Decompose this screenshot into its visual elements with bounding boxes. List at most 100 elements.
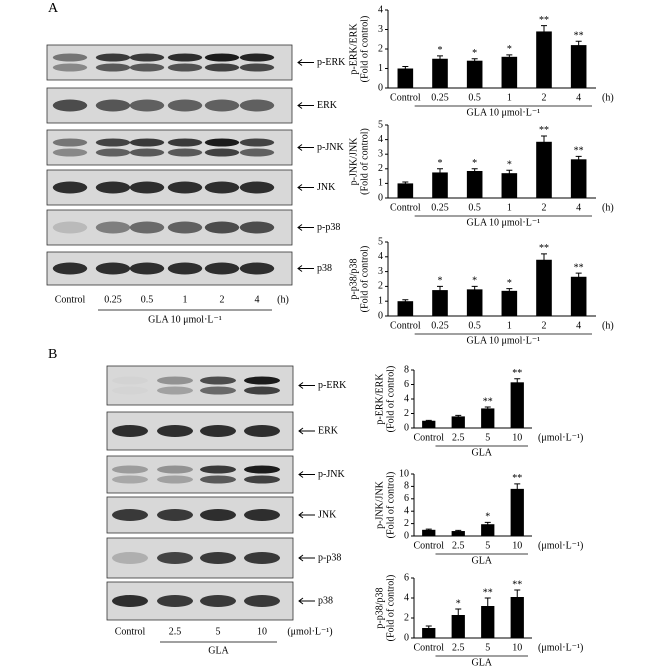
y-axis-label: p-p38/p38 <box>374 587 385 628</box>
x-tick-label: 2 <box>542 92 547 103</box>
blot-band <box>244 376 280 385</box>
blot-label: JNK <box>317 182 336 193</box>
y-tick-label: 6 <box>404 493 409 504</box>
y-axis-label: p-p38/p38 <box>348 258 359 299</box>
error-bar <box>455 529 462 532</box>
blot-band <box>167 138 203 147</box>
blot-band <box>157 465 193 474</box>
error-bar <box>541 25 547 38</box>
x-tick-label: Control <box>390 320 421 331</box>
bar <box>422 628 436 638</box>
bar <box>397 301 414 316</box>
arrow <box>297 184 314 191</box>
blot-band <box>157 475 193 484</box>
error-bar <box>455 608 462 621</box>
y-tick-label: 0 <box>378 192 383 203</box>
x-tick-label: Control <box>390 92 421 103</box>
blot-band <box>129 262 165 275</box>
blot-band <box>112 552 148 564</box>
x-tick-label: Control <box>413 642 444 653</box>
bar <box>451 531 465 536</box>
y-axis-label: p-JNK/JNK <box>348 137 359 186</box>
blot-band <box>157 509 193 521</box>
error-bar <box>402 66 409 71</box>
blot-band <box>95 221 131 234</box>
x-tick-label: 1 <box>507 92 512 103</box>
blot-band <box>204 221 240 234</box>
lane-label: 4 <box>255 294 260 305</box>
blot-label: p-ERK <box>317 57 346 68</box>
unit-label: (μmol·L⁻¹) <box>538 642 583 653</box>
unit-label: (h) <box>602 202 614 213</box>
lane-label: 0.5 <box>141 294 154 305</box>
y-tick-label: 6 <box>404 572 409 583</box>
significance-mark: * <box>507 278 512 289</box>
significance-mark: ** <box>512 368 522 379</box>
x-tick-label: Control <box>390 202 421 213</box>
arrow <box>298 554 315 562</box>
blot-band <box>167 99 203 112</box>
x-tick-label: Control <box>413 432 444 443</box>
x-tick-label: 10 <box>512 432 522 443</box>
y-tick-label: 4 <box>404 592 409 603</box>
blot-band <box>95 138 131 147</box>
blot-band <box>239 138 275 147</box>
error-bar <box>541 135 547 148</box>
bar <box>536 259 552 316</box>
blot-band <box>204 181 240 194</box>
x-tick-label: 10 <box>512 540 522 551</box>
significance-mark: ** <box>574 262 584 273</box>
y-tick-label: 0 <box>404 632 409 643</box>
blot-band <box>129 148 165 157</box>
bar <box>570 159 587 198</box>
blot-label: p-JNK <box>318 469 345 480</box>
y-tick-label: 1 <box>378 295 383 306</box>
y-tick-label: 3 <box>378 24 383 35</box>
panel-label: B <box>48 347 57 362</box>
error-bar <box>437 285 443 294</box>
error-bar <box>575 155 582 163</box>
blot-band <box>129 99 165 112</box>
lane-label: Control <box>115 626 146 637</box>
significance-mark: * <box>507 44 512 55</box>
blot-band <box>239 53 275 62</box>
y-axis-label: (Fold of control) <box>359 16 370 83</box>
blot-label: p-p38 <box>317 222 340 233</box>
lane-label: 2 <box>220 294 225 305</box>
arrow <box>298 597 315 605</box>
blot-band <box>112 595 148 607</box>
unit-label: (h) <box>602 92 614 103</box>
blot-band <box>157 595 193 607</box>
blot-band <box>167 181 203 194</box>
bar <box>422 420 436 428</box>
blot-band <box>112 377 148 385</box>
blot-band <box>244 475 280 484</box>
blot-band <box>200 595 236 607</box>
arrow <box>298 471 315 478</box>
significance-mark: * <box>472 48 477 59</box>
blot-label: JNK <box>318 509 337 520</box>
significance-mark: * <box>456 598 461 609</box>
significance-mark: * <box>507 160 512 171</box>
blot-band <box>167 63 203 72</box>
y-tick-label: 4 <box>404 393 409 404</box>
error-bar <box>425 528 432 531</box>
blot-band <box>244 425 280 437</box>
bar <box>536 141 552 198</box>
x-tick-label: 0.5 <box>468 320 481 331</box>
blot-band <box>52 138 88 147</box>
blot-band <box>200 425 236 437</box>
unit-label: (h) <box>277 294 289 305</box>
blot-label: p-ERK <box>318 380 347 391</box>
x-tick-label: 2.5 <box>452 540 465 551</box>
significance-mark: ** <box>574 30 584 41</box>
y-tick-label: 5 <box>378 119 383 130</box>
unit-label: (h) <box>602 320 614 331</box>
bar <box>510 488 524 536</box>
significance-mark: ** <box>539 15 549 26</box>
x-tick-label: 0.25 <box>431 202 449 213</box>
blot-band <box>239 221 275 234</box>
x-axis-label: GLA 10 μmol·L⁻¹ <box>467 217 541 228</box>
arrow <box>297 265 314 272</box>
